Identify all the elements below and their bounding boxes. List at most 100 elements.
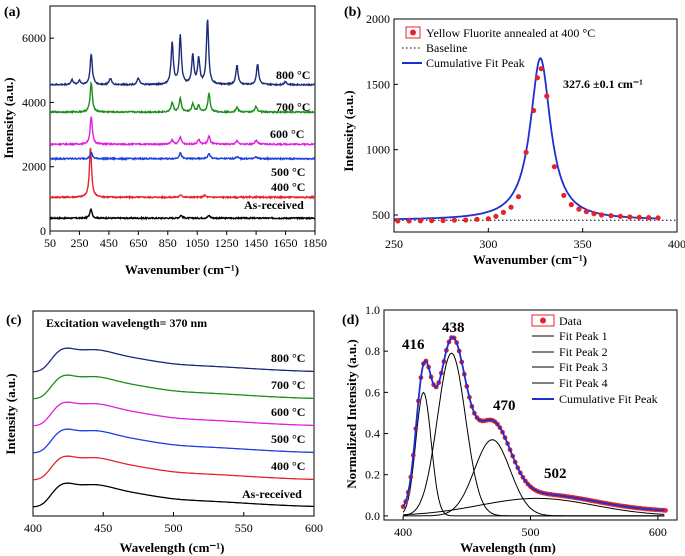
data-point [568, 202, 574, 208]
data-point [598, 212, 605, 218]
panel-d-y-tick-label: 0.0 [365, 509, 380, 523]
panel-a-label-800: 800 °C [276, 68, 310, 82]
data-point [561, 192, 567, 198]
data-point [608, 213, 614, 219]
data-point [636, 214, 642, 220]
legend-d-data-marker [540, 317, 546, 324]
data-point [429, 218, 435, 224]
data-point [451, 217, 457, 223]
panel-d-y-tick-label: 0.6 [365, 385, 380, 399]
panel-a-label-asreceived: As-received [244, 198, 304, 212]
panel-d-yticks: 0.0 0.2 0.4 0.6 0.8 1.0 [365, 303, 388, 523]
panel-d-peak-label-470: 470 [493, 398, 516, 414]
panel-a-frame [49, 5, 316, 232]
panel-b-plot [394, 56, 677, 224]
legend-d-data-label: Data [559, 314, 582, 328]
panel-a-curves [49, 19, 316, 221]
panel-b-x-tick-label: 250 [385, 237, 403, 251]
series-0 [49, 208, 315, 221]
data-point [544, 93, 550, 99]
panel-a-y-tick-label: 2000 [22, 160, 46, 174]
data-point [485, 216, 491, 222]
legend-d-peak4-label: Fit Peak 4 [559, 376, 608, 390]
panel-d-xlabel: Wavelength (nm) [460, 540, 556, 555]
legend-d-peak3-label: Fit Peak 3 [559, 360, 608, 374]
legend-baseline-label: Baseline [426, 41, 467, 55]
panel-c-label-700: 700 °C [271, 378, 305, 392]
series-3 [49, 116, 316, 147]
data-point [617, 213, 624, 219]
data-point [515, 194, 522, 200]
series-1 [49, 147, 316, 200]
data-point [508, 204, 514, 210]
data-point [417, 218, 423, 224]
panel-c-curves [32, 347, 314, 508]
series-5 [49, 19, 315, 87]
panel-c-title: Excitation wavelength= 370 nm [46, 316, 207, 330]
panel-c: (c) 400 450 500 550 600 Wavelength (cm⁻¹) In… [3, 310, 323, 555]
data-point [646, 215, 652, 221]
data-point [551, 164, 558, 170]
panel-b-y-tick-label: 2000 [366, 12, 390, 26]
panel-b-label: (b) [344, 5, 361, 20]
panel-a-ylabel: Intensity (a.u.) [1, 77, 16, 158]
legend-d-peak1-label: Fit Peak 1 [559, 329, 608, 343]
panel-d-peak-label-438: 438 [442, 320, 465, 336]
panel-c-xlabel: Wavelength (cm⁻¹) [120, 540, 225, 555]
cumulative-fit-line [402, 336, 665, 512]
panel-c-x-tick-label: 550 [235, 521, 253, 535]
data-point [663, 508, 668, 513]
panel-b-x-tick-label: 300 [479, 237, 497, 251]
panel-d-y-tick-label: 0.8 [365, 344, 380, 358]
legend-d-fit-label: Cumulative Fit Peak [559, 392, 658, 406]
legend-fit-label: Cumulative Fit Peak [426, 56, 525, 70]
data-point [576, 206, 582, 212]
pl-series-2 [32, 428, 314, 454]
panel-a-x-tick-label: 1250 [215, 236, 239, 250]
data-point [395, 218, 401, 224]
legend-data-label: Yellow Fluorite annealed at 400 °C [426, 26, 595, 40]
panel-c-x-tick-label: 500 [165, 521, 183, 535]
panel-d-legend: Data Fit Peak 1 Fit Peak 2 Fit Peak 3 Fi… [531, 314, 658, 406]
pl-series-0 [32, 482, 314, 508]
panel-c-label-600: 600 °C [271, 405, 305, 419]
series-2 [49, 151, 316, 162]
panel-b-y-tick-label: 500 [372, 208, 390, 222]
fit-peak-4 [403, 497, 665, 516]
panel-d-y-tick-label: 0.2 [365, 468, 380, 482]
data-point [500, 209, 506, 215]
panel-c-label-asreceived: As-received [242, 487, 302, 501]
panel-a-y-tick-label: 4000 [22, 95, 46, 109]
panel-a-label-700: 700 °C [276, 100, 310, 114]
panel-a-y-tick-label: 6000 [22, 31, 46, 45]
panel-a-x-tick-label: 50 [44, 236, 56, 250]
panel-b-peak-annotation: 327.6 ±0.1 cm⁻¹ [563, 77, 643, 91]
data-point [463, 217, 469, 223]
panel-d-x-tick-label: 500 [522, 525, 540, 539]
panel-a: (a) 50 250 450 650 850 1050 1250 1450 1650 1850 0… [1, 5, 327, 277]
panel-b: (b) 250 300 350 400 500 1000 1500 2000 Wavenum… [341, 5, 685, 267]
panel-c-label-400: 400 °C [271, 459, 305, 473]
panel-a-label: (a) [4, 5, 21, 20]
panel-c-label: (c) [6, 313, 22, 328]
panel-a-label-400: 400 °C [271, 180, 305, 194]
panel-a-label-500: 500 °C [271, 165, 305, 179]
panel-d-xticks: 400 500 600 [394, 516, 667, 539]
panel-a-x-tick-label: 1050 [185, 236, 209, 250]
panel-b-y-tick-label: 1000 [366, 143, 390, 157]
panel-b-x-tick-label: 400 [668, 237, 685, 251]
fit-peak-1 [402, 391, 665, 517]
data-point [531, 107, 537, 114]
legend-data-marker [410, 29, 416, 36]
panel-c-label-800: 800 °C [271, 351, 305, 365]
panel-a-x-tick-label: 450 [100, 236, 118, 250]
panel-d-peak-label-502: 502 [544, 466, 567, 482]
panel-d-y-tick-label: 0.4 [365, 427, 380, 441]
panel-b-ylabel: Intensity (a.u.) [341, 90, 356, 171]
panel-a-yticks: 0 2000 4000 6000 [22, 31, 54, 238]
panel-a-y-tick-label: 0 [40, 224, 46, 238]
data-point [474, 216, 480, 222]
panel-a-x-tick-label: 1650 [274, 236, 298, 250]
panel-a-x-tick-label: 1850 [303, 236, 327, 250]
panel-c-ylabel: Intensity (a.u.) [3, 373, 18, 454]
